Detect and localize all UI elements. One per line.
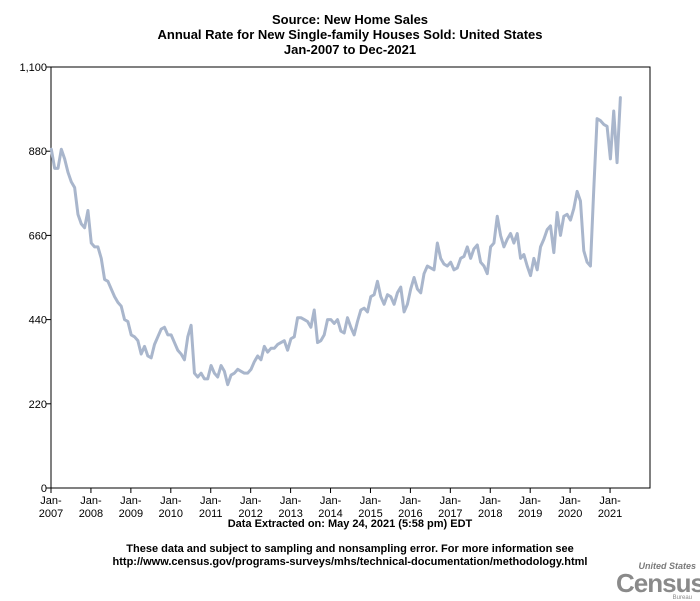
chart-date-range: Jan-2007 to Dec-2021	[283, 42, 417, 57]
x-tick-label: Jan-2010	[159, 495, 183, 520]
x-tick-label: Jan-2019	[518, 495, 542, 520]
chart-titles: Source: New Home Sales Annual Rate for N…	[0, 12, 700, 57]
x-axis: Jan-2007 Jan-2008 Jan-2009 Jan-2010 Jan-2011…	[39, 488, 622, 520]
x-tick-label: Jan-2012	[238, 495, 262, 520]
x-tick-label: Jan-2008	[79, 495, 103, 520]
x-tick-label: Jan-2017	[438, 495, 462, 520]
logo-main-text: Census	[616, 568, 700, 598]
y-axis: 0 220 440 660 880 1,100	[19, 62, 51, 495]
logo-bottom-text: Bureau	[672, 595, 692, 601]
x-tick-label: Jan-2013	[278, 495, 302, 520]
y-tick-label: 660	[29, 230, 47, 242]
chart-main-title: Annual Rate for New Single-family Houses…	[157, 27, 543, 42]
x-tick-label: Jan-2020	[558, 495, 582, 520]
disclaimer-text: These data and subject to sampling and n…	[126, 543, 574, 555]
y-tick-label: 880	[29, 146, 47, 158]
y-tick-label: 1,100	[19, 62, 47, 74]
y-tick-label: 220	[29, 399, 47, 411]
x-tick-label: Jan-2011	[199, 495, 223, 520]
chart-source-title: Source: New Home Sales	[271, 12, 429, 27]
x-tick-label: Jan-2018	[478, 495, 502, 520]
x-tick-label: Jan-2009	[119, 495, 143, 520]
x-tick-label: Jan-2021	[598, 495, 622, 520]
x-tick-label: Jan-2014	[318, 495, 342, 520]
disclaimer: These data and subject to sampling and n…	[0, 543, 700, 569]
methodology-link[interactable]: http://www.census.gov/programs-surveys/m…	[112, 556, 588, 568]
logo-top-text: United States	[638, 561, 696, 571]
y-tick-label: 0	[41, 483, 47, 495]
census-bureau-logo: United States Census Bureau	[616, 561, 700, 601]
plot-area	[50, 66, 651, 489]
data-extracted-note: Data Extracted on: May 24, 2021 (5:58 pm…	[227, 518, 473, 530]
x-tick-label: Jan-2015	[358, 495, 382, 520]
x-tick-label: Jan-2007	[39, 495, 63, 520]
y-tick-label: 440	[29, 315, 47, 327]
series-line	[49, 96, 622, 387]
x-tick-label: Jan-2016	[398, 495, 422, 520]
